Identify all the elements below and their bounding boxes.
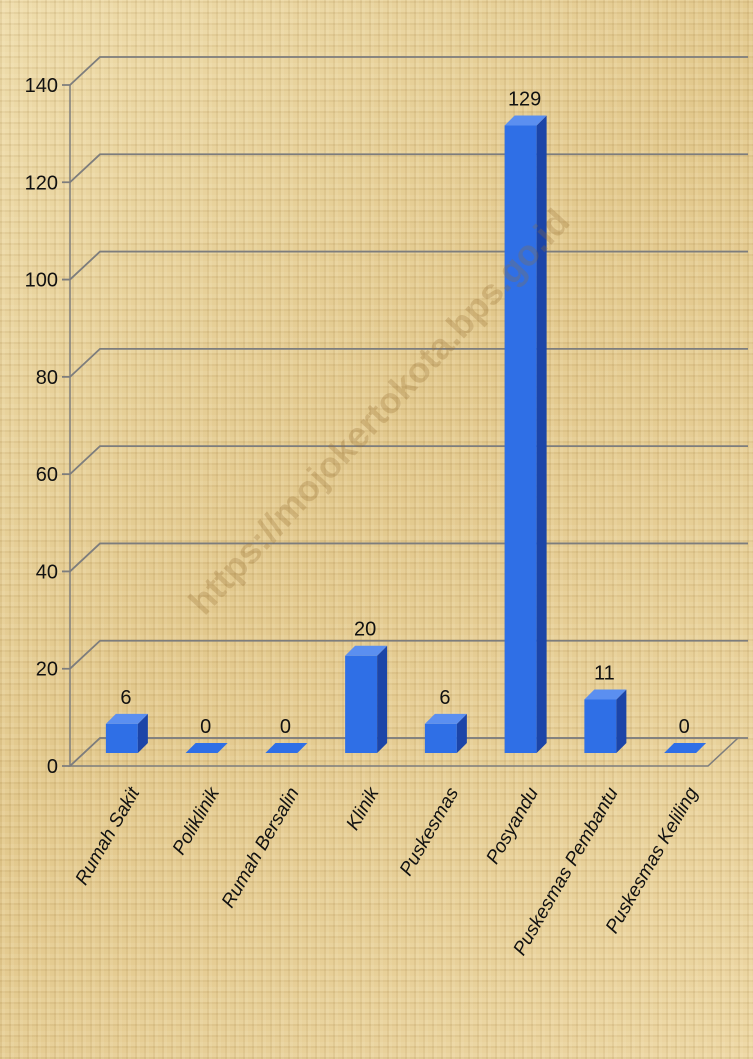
x-category-label: Klinik: [343, 783, 385, 834]
x-category-label: Puskesmas: [396, 784, 464, 880]
data-label: 129: [508, 89, 541, 111]
bar-top: [345, 645, 388, 656]
bar: [345, 645, 388, 753]
gridline: [62, 445, 748, 476]
bar-top: [265, 743, 308, 753]
gridline: [62, 639, 748, 670]
bar-side: [616, 689, 627, 753]
chart-floor: [68, 737, 740, 767]
x-category-label: Rumah Sakit: [72, 783, 145, 888]
bar-top: [664, 743, 707, 753]
bar-front: [345, 655, 378, 753]
bar-front: [424, 723, 457, 753]
floor-plane: [68, 737, 740, 767]
gridline: [62, 56, 748, 86]
gridline: [62, 250, 748, 281]
y-tick-label: 20: [36, 659, 58, 681]
bars: [105, 115, 707, 753]
bar-side: [536, 115, 547, 753]
data-labels: 6 0 0 20 6 129 11 0: [120, 89, 689, 738]
data-label: 0: [679, 716, 690, 738]
gridline: [62, 347, 748, 378]
data-label: 20: [354, 619, 376, 641]
bar-top: [584, 689, 627, 700]
bar: [584, 689, 627, 753]
bar: [504, 115, 547, 753]
y-tick-label: 100: [25, 270, 58, 292]
gridline: [62, 153, 748, 184]
bar-top: [504, 115, 547, 126]
bar: [185, 743, 228, 753]
data-label: 6: [120, 687, 131, 709]
gridline: [62, 737, 748, 767]
bar: [265, 743, 308, 753]
bar-front: [105, 723, 138, 753]
bar: [664, 743, 707, 753]
y-tick-label: 60: [36, 464, 58, 486]
value-axis: 0 20 40 60 80 100 120 140: [25, 75, 71, 778]
y-tick-label: 0: [47, 756, 58, 778]
bar-top: [185, 743, 228, 753]
bar-side: [377, 645, 388, 753]
bar-side: [456, 713, 467, 753]
x-category-label: Rumah Bersalin: [218, 784, 304, 912]
data-label: 6: [439, 687, 450, 709]
x-category-label: Poliklinik: [169, 783, 225, 859]
y-tick-label: 40: [36, 561, 58, 583]
y-tick-label: 80: [36, 367, 58, 389]
bar-top: [424, 713, 467, 724]
data-label: 0: [280, 716, 291, 738]
bar: [424, 713, 467, 753]
gridlines: [62, 56, 748, 767]
bar-top: [105, 713, 148, 724]
gridline: [62, 542, 748, 573]
x-category-label: Puskesmas Keliling: [602, 784, 703, 938]
bar-front: [504, 125, 537, 753]
bar-front: [584, 699, 617, 753]
x-category-label: Posyandu: [483, 784, 544, 868]
y-tick-label: 140: [25, 75, 58, 97]
bar: [105, 713, 148, 753]
data-label: 11: [594, 662, 615, 684]
data-label: 0: [200, 716, 211, 738]
y-tick-label: 120: [25, 172, 58, 194]
bar-side: [137, 713, 148, 753]
